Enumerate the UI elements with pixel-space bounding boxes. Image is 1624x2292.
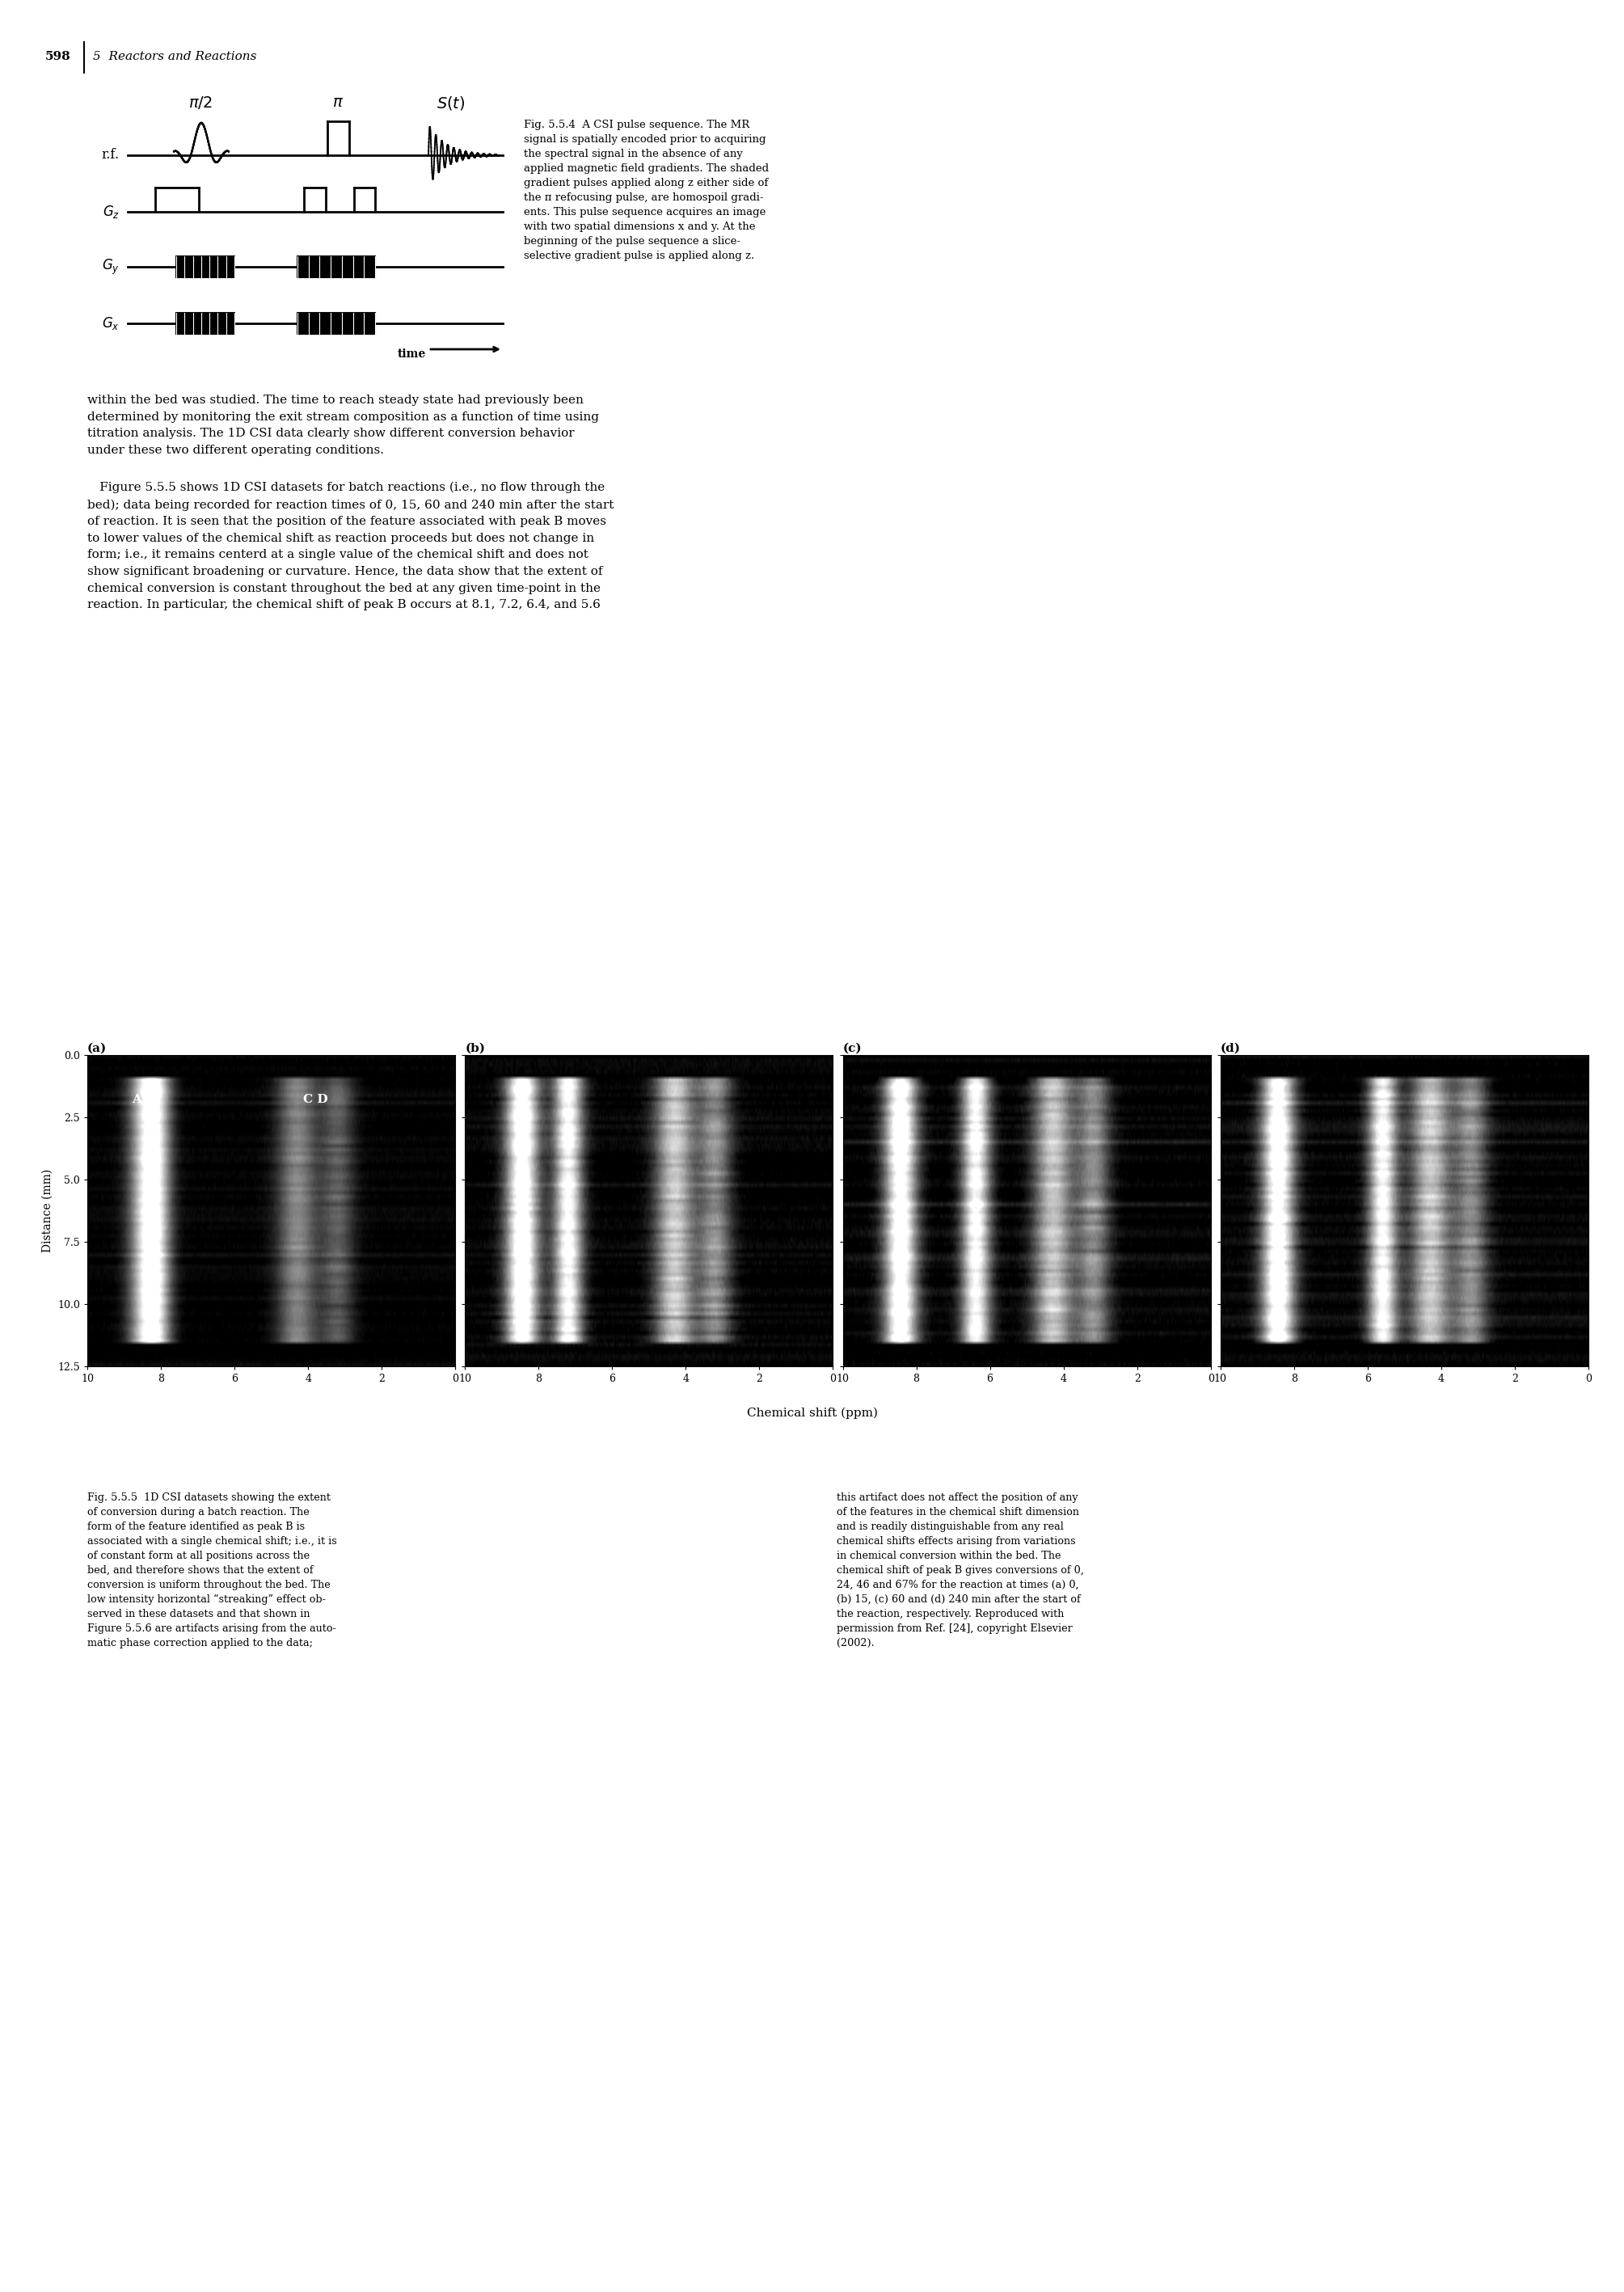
Bar [297,257,375,277]
Bar [297,314,375,335]
Text: $S(t)$: $S(t)$ [437,94,466,112]
Text: $G_y$: $G_y$ [102,257,120,275]
Text: A B: A B [132,1093,156,1105]
Text: (b): (b) [464,1043,486,1054]
Text: Fig. 5.5.4  A CSI pulse sequence. The MR
signal is spatially encoded prior to ac: Fig. 5.5.4 A CSI pulse sequence. The MR … [525,119,768,261]
Text: Chemical shift (ppm): Chemical shift (ppm) [747,1407,877,1419]
Text: (d): (d) [1221,1043,1241,1054]
Text: 598: 598 [45,50,71,62]
Text: $\pi/2$: $\pi/2$ [188,94,213,110]
Y-axis label: Distance (mm): Distance (mm) [42,1169,54,1251]
Text: $G_z$: $G_z$ [102,204,120,220]
Text: Figure 5.5.5 shows 1D CSI datasets for batch reactions (i.e., no flow through th: Figure 5.5.5 shows 1D CSI datasets for b… [88,481,614,610]
Text: r.f.: r.f. [102,149,120,163]
Text: this artifact does not affect the position of any
of the features in the chemica: this artifact does not affect the positi… [836,1492,1083,1648]
Bar [177,257,234,277]
Text: C D: C D [304,1093,328,1105]
Text: $\pi$: $\pi$ [333,96,344,110]
Text: Fig. 5.5.5  1D CSI datasets showing the extent
of conversion during a batch reac: Fig. 5.5.5 1D CSI datasets showing the e… [88,1492,336,1648]
Bar [177,314,234,335]
Text: (a): (a) [88,1043,107,1054]
Text: within the bed was studied. The time to reach steady state had previously been
d: within the bed was studied. The time to … [88,394,599,456]
Text: (c): (c) [843,1043,862,1054]
Text: time: time [398,348,425,360]
Text: $G_x$: $G_x$ [102,316,120,332]
Text: 5  Reactors and Reactions: 5 Reactors and Reactions [93,50,257,62]
